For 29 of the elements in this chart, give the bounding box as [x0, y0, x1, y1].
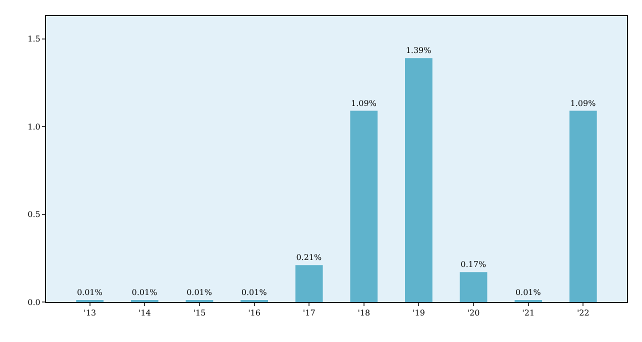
bar: [405, 58, 432, 302]
data-label: 0.01%: [132, 288, 158, 297]
x-tick-label: '16: [248, 308, 260, 318]
x-tick-label: '22: [576, 308, 590, 318]
bar: [350, 110, 378, 302]
x-tick-label: '15: [193, 308, 206, 318]
data-label: 1.39%: [406, 46, 432, 56]
data-label: 1.09%: [570, 98, 596, 108]
x-tick-label: '18: [358, 308, 370, 318]
x-tick-label: '19: [412, 308, 425, 318]
x-tick-label: '17: [302, 308, 316, 318]
data-label: 0.01%: [76, 288, 103, 297]
data-label: 0.01%: [186, 288, 212, 297]
data-label: 0.21%: [296, 253, 322, 262]
data-label: 1.09%: [351, 98, 377, 108]
y-tick-label: 0.0: [28, 298, 40, 307]
x-tick-label: '13: [84, 308, 96, 318]
y-tick-label: 1.0: [28, 122, 40, 132]
y-tick-label: 0.5: [28, 210, 40, 220]
bar: [569, 110, 597, 302]
bar: [460, 272, 488, 302]
y-tick-label: 1.5: [28, 34, 40, 44]
x-tick-label: '20: [467, 308, 480, 318]
bar: [295, 265, 323, 302]
data-label: 0.01%: [241, 288, 268, 297]
data-label: 0.01%: [515, 288, 542, 297]
x-tick-label: '14: [138, 308, 151, 318]
data-label: 0.17%: [460, 260, 486, 270]
x-tick-label: '21: [522, 308, 535, 318]
